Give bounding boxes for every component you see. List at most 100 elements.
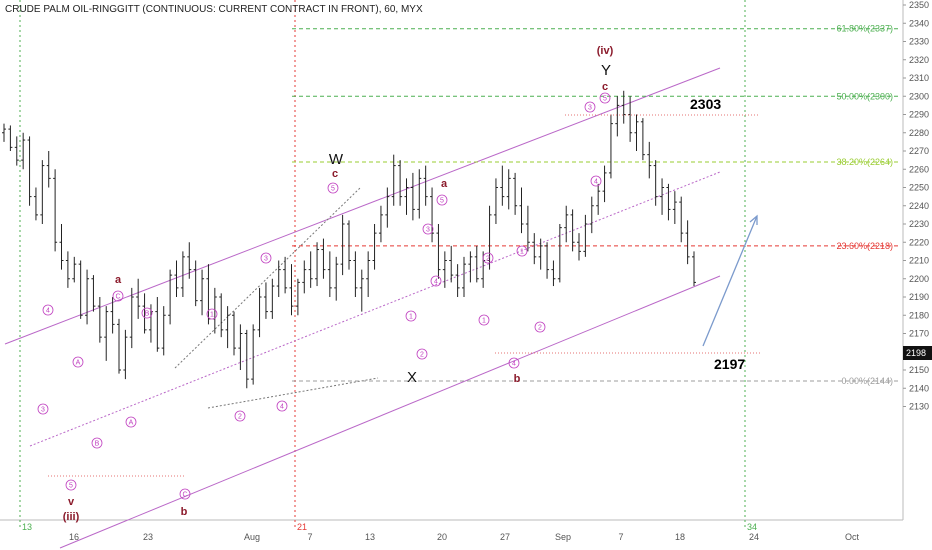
svg-text:3: 3 — [41, 407, 45, 414]
ohlc-bar — [538, 238, 543, 270]
ohlc-bar — [110, 297, 115, 334]
svg-text:A: A — [76, 360, 81, 367]
y-tick-label: 2330 — [909, 37, 929, 47]
ohlc-bars — [2, 90, 696, 389]
wave-circle-label: 5 — [599, 92, 611, 104]
ohlc-bar — [161, 306, 166, 356]
y-axis: 2130214021502160217021802190220022102220… — [902, 0, 929, 520]
ohlc-bar — [97, 297, 102, 343]
wave-circle-label: 5 — [65, 479, 77, 491]
y-tick-label: 2290 — [909, 110, 929, 120]
ohlc-bar — [436, 224, 441, 279]
wave-circle-label: 4 — [590, 175, 602, 187]
ohlc-bar — [640, 118, 645, 161]
ohlc-bar — [493, 178, 498, 224]
x-tick-label: 18 — [675, 532, 685, 542]
y-tick-label: 2250 — [909, 183, 929, 193]
wave-circle-label: 4 — [430, 275, 442, 287]
ohlc-bar — [455, 264, 460, 297]
ohlc-bar — [404, 178, 409, 215]
ohlc-bar — [583, 214, 588, 257]
y-tick-label: 2240 — [909, 201, 929, 211]
y-tick-label: 2340 — [909, 18, 929, 28]
ohlc-bar — [232, 311, 236, 356]
price-annotation-2303: 2303 — [690, 96, 721, 112]
wave-circle-label: 5 — [327, 182, 339, 194]
ohlc-bar — [442, 251, 447, 288]
wave-circle-label: A — [125, 416, 137, 428]
ohlc-bar — [506, 169, 511, 210]
ohlc-bar — [449, 245, 454, 283]
chart-title: CRUDE PALM OIL-RINGGITT (CONTINUOUS: CUR… — [5, 4, 423, 15]
ohlc-bar — [142, 293, 147, 334]
wave-label-red: c — [602, 81, 608, 93]
wave-circle-label: C — [179, 488, 191, 500]
ohlc-bar — [672, 191, 677, 224]
ohlc-bar — [589, 196, 594, 234]
wave-circle-label: 4 — [508, 357, 520, 369]
wave-circle-label: B — [141, 307, 153, 319]
svg-text:5: 5 — [603, 96, 607, 103]
y-tick-label: 2220 — [909, 237, 929, 247]
y-tick-label: 2140 — [909, 383, 929, 393]
ohlc-bar — [193, 260, 198, 307]
ohlc-bar — [372, 224, 377, 270]
ohlc-bar — [276, 260, 281, 297]
y-tick-label: 2280 — [909, 128, 929, 138]
forecast-arrowhead — [749, 214, 758, 225]
svg-text:2: 2 — [486, 256, 490, 263]
ohlc-bar — [289, 264, 294, 316]
last-price-value: 2198 — [906, 348, 926, 358]
ohlc-bar — [340, 214, 345, 276]
ohlc-bar — [8, 125, 13, 151]
x-tick-label: Oct — [845, 532, 860, 542]
ohlc-bar — [123, 329, 128, 380]
ohlc-bar — [327, 251, 332, 297]
x-tick-label: Aug — [244, 532, 260, 542]
ohlc-bar — [602, 165, 607, 203]
ohlc-bar — [40, 160, 45, 224]
ohlc-bar — [219, 293, 224, 338]
price-annotation-lines — [48, 114, 760, 477]
x-tick-label: 27 — [500, 532, 510, 542]
forecast-arrow — [702, 215, 758, 347]
ohlc-bar — [174, 260, 179, 297]
ohlc-bar — [385, 187, 390, 228]
wave-label-red: a — [441, 178, 448, 190]
ohlc-bar — [225, 306, 230, 349]
ohlc-bar — [91, 275, 96, 312]
wave-circle-label: 1 — [405, 310, 417, 322]
ohlc-bar — [692, 251, 696, 287]
svg-text:B: B — [145, 311, 150, 318]
wave-label-red: b — [514, 373, 521, 385]
x-tick-label: 7 — [307, 532, 312, 542]
svg-text:2: 2 — [420, 352, 424, 359]
fib-level-label: 23.60%(2218) — [836, 241, 893, 251]
svg-text:C: C — [115, 294, 120, 301]
wave-labels: 3 4 5 A B C 1 2 3 4 5 1 2 3 4 5 A B C 1 2 3 4 5 1 2 4 W X Ya (iv) c a b v (… — [37, 45, 614, 523]
y-tick-label: 2150 — [909, 365, 929, 375]
ohlc-bar — [679, 196, 684, 243]
y-tick-label: 2310 — [909, 73, 929, 83]
svg-text:2: 2 — [538, 325, 542, 332]
wave-label-red: c — [332, 168, 338, 180]
wave-circle-label: A — [72, 356, 84, 368]
ohlc-bar — [321, 238, 326, 279]
wave-label-large: X — [407, 369, 417, 386]
ohlc-bar — [519, 187, 524, 234]
ohlc-bar — [65, 251, 70, 288]
ohlc-bar — [608, 114, 613, 179]
ohlc-bar — [468, 251, 473, 283]
wave-circle-label: 1 — [478, 314, 490, 326]
wave-label-large: Y — [601, 62, 611, 79]
svg-text:C: C — [182, 492, 187, 499]
wave-circle-label: 1 — [206, 308, 218, 320]
x-tick-label: 24 — [749, 532, 759, 542]
ohlc-bar — [168, 269, 173, 325]
ohlc-bar — [129, 287, 134, 349]
ohlc-bar — [180, 251, 185, 297]
wave-label-large: W — [329, 151, 344, 168]
wave-circle-label: 5 — [436, 194, 448, 206]
wave-circle-label: 1 — [516, 245, 528, 257]
